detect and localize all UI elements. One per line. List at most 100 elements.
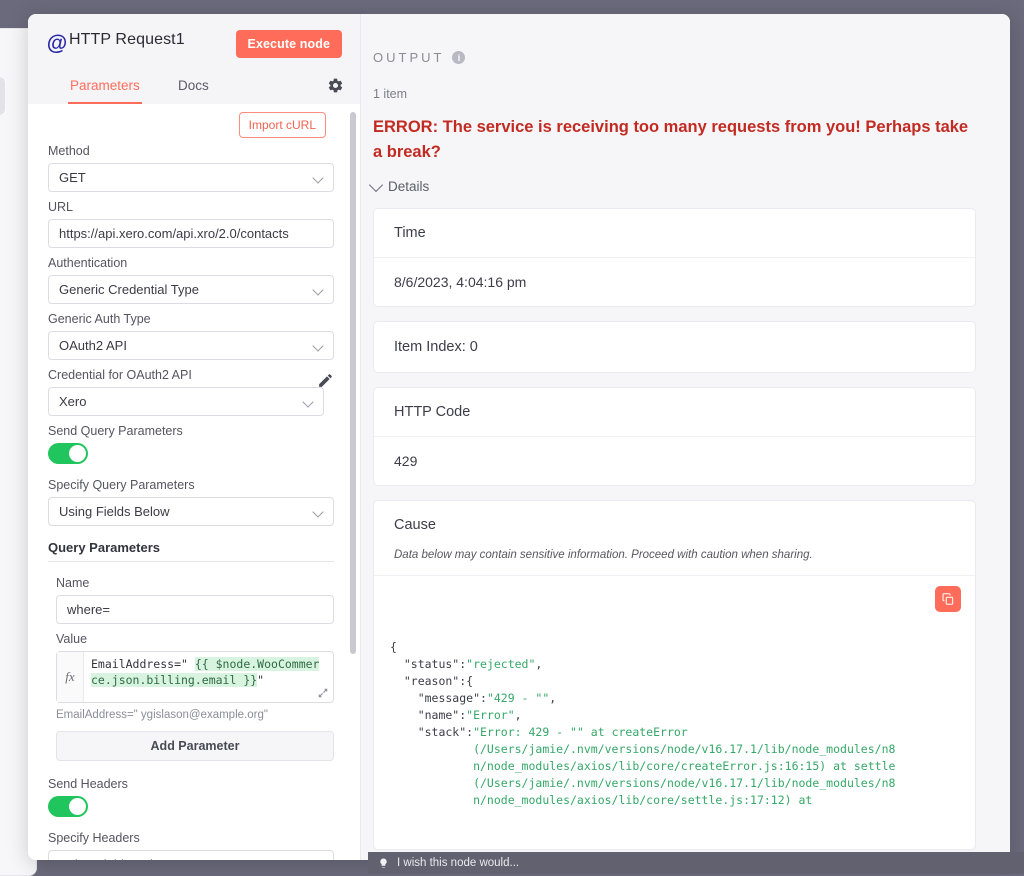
expr-part-plain-2: " [257, 673, 265, 687]
card-cause-header: Cause [394, 517, 436, 533]
generic-auth-type-value: OAuth2 API [59, 338, 127, 353]
field-generic-auth-type: Generic Auth Type OAuth2 API [28, 312, 354, 360]
item-count: 1 item [373, 87, 408, 101]
field-credential: Credential for OAuth2 API Xero [28, 368, 354, 416]
add-parameter-button[interactable]: Add Parameter [56, 731, 334, 761]
authentication-value: Generic Credential Type [59, 282, 199, 297]
output-header: OUTPUT i [361, 14, 1010, 65]
credential-select[interactable]: Xero [48, 387, 324, 416]
field-method: Method GET [28, 144, 354, 192]
expand-icon[interactable] [317, 687, 329, 699]
label-send-headers: Send Headers [48, 777, 128, 791]
card-time-value: 8/6/2023, 4:04:16 pm [374, 257, 975, 306]
hint-bar[interactable]: I wish this node would... [368, 852, 1024, 874]
card-http-code: HTTP Code 429 [373, 387, 976, 486]
code-line: "status":"rejected", [390, 657, 543, 671]
url-input[interactable]: https://api.xero.com/api.xro/2.0/contact… [48, 219, 334, 248]
execute-node-button[interactable]: Execute node [235, 30, 342, 58]
cause-json-code[interactable]: { "status":"rejected", "reason":{ "messa… [374, 575, 975, 849]
code-line: { [390, 640, 397, 654]
tab-bar: Parameters Docs [28, 70, 360, 105]
label-generic-auth-type: Generic Auth Type [48, 312, 151, 326]
label-authentication: Authentication [48, 256, 128, 270]
param-value-expression-editor[interactable]: fx EmailAddress=" {{ $node.WooCommerce.j… [56, 651, 334, 703]
toggle-knob [69, 445, 86, 462]
param-name-input[interactable]: where= [56, 595, 334, 624]
import-curl-button[interactable]: Import cURL [238, 112, 326, 138]
specify-query-parameters-select[interactable]: Using Fields Below [48, 497, 334, 526]
output-panel: OUTPUT i 1 item ERROR: The service is re… [361, 14, 1010, 860]
card-cause: Cause Data below may contain sensitive i… [373, 500, 976, 850]
query-parameters-heading: Query Parameters [48, 540, 161, 555]
query-parameters-section-header: Query Parameters [28, 540, 354, 555]
label-specify-query-parameters: Specify Query Parameters [48, 478, 195, 492]
field-param-name: Name where= [28, 576, 354, 624]
label-credential: Credential for OAuth2 API [48, 368, 192, 382]
hint-text: I wish this node would... [397, 857, 520, 869]
at-sign-icon: @ [46, 31, 68, 55]
specify-headers-select[interactable]: Using Fields Below [48, 850, 334, 860]
method-value: GET [59, 170, 86, 185]
field-url: URL https://api.xero.com/api.xro/2.0/con… [28, 200, 354, 248]
generic-auth-type-select[interactable]: OAuth2 API [48, 331, 334, 360]
details-label: Details [388, 179, 430, 194]
code-line: n/node_modules/axios/lib/core/createErro… [390, 759, 896, 773]
code-line: n/node_modules/axios/lib/core/settle.js:… [390, 793, 813, 807]
field-param-value: Value fx EmailAddress=" {{ $node.WooComm… [28, 632, 354, 721]
specify-query-parameters-value: Using Fields Below [59, 504, 170, 519]
pencil-icon[interactable] [317, 372, 334, 389]
field-specify-query-parameters: Specify Query Parameters Using Fields Be… [28, 478, 354, 526]
details-toggle[interactable]: Details [361, 165, 1010, 194]
code-line: "stack":"Error: 429 - "" at createError [390, 725, 688, 739]
gear-icon[interactable] [327, 77, 344, 94]
page-title: HTTP Request1 [69, 31, 185, 48]
parameters-scroll-area[interactable]: Import cURL Method GET URL https://api.x… [28, 104, 360, 860]
copy-icon[interactable] [935, 586, 961, 612]
expr-part-plain-0: EmailAddress=" [91, 657, 195, 671]
parameters-list: Import cURL Method GET URL https://api.x… [28, 104, 354, 860]
chevron-down-icon [368, 177, 384, 192]
card-http-code-value: 429 [374, 436, 975, 485]
card-item-index-value: Item Index: 0 [394, 339, 478, 355]
code-line: "message":"429 - "", [390, 691, 557, 705]
specify-headers-value: Using Fields Below [59, 857, 170, 860]
label-param-name: Name [56, 576, 90, 590]
field-authentication: Authentication Generic Credential Type [28, 256, 354, 304]
tab-docs[interactable]: Docs [178, 78, 209, 93]
code-line: (/Users/jamie/.nvm/versions/node/v16.17.… [390, 776, 896, 790]
credential-value: Xero [59, 394, 87, 409]
code-line: "name":"Error", [390, 708, 522, 722]
card-http-code-header: HTTP Code [394, 404, 471, 420]
expression-code[interactable]: EmailAddress=" {{ $node.WooCommerce.json… [84, 652, 333, 702]
card-cause-note: Data below may contain sensitive informa… [394, 549, 813, 561]
authentication-select[interactable]: Generic Credential Type [48, 275, 334, 304]
tab-parameters[interactable]: Parameters [68, 70, 142, 104]
section-divider [48, 561, 334, 562]
parameters-panel: @ HTTP Request1 Execute node Parameters … [28, 14, 361, 860]
code-lines: { "status":"rejected", "reason":{ "messa… [390, 639, 959, 809]
method-select[interactable]: GET [48, 163, 334, 192]
label-method: Method [48, 144, 90, 158]
field-send-headers: Send Headers [28, 777, 354, 817]
field-specify-headers: Specify Headers Using Fields Below [28, 831, 354, 860]
node-detail-view: @ HTTP Request1 Execute node Parameters … [28, 14, 1010, 860]
card-time: Time 8/6/2023, 4:04:16 pm [373, 208, 976, 307]
field-send-query-parameters: Send Query Parameters [28, 424, 354, 464]
url-value: https://api.xero.com/api.xro/2.0/contact… [59, 226, 289, 241]
label-specify-headers: Specify Headers [48, 831, 140, 845]
param-name-value: where= [67, 602, 110, 617]
card-time-header: Time [394, 225, 426, 241]
info-icon[interactable]: i [452, 51, 466, 64]
parameters-scrollbar[interactable] [350, 112, 356, 654]
error-message: ERROR: The service is receiving too many… [373, 118, 969, 161]
output-title: OUTPUT [373, 50, 445, 65]
input-placeholder-box [0, 77, 5, 115]
label-param-value: Value [56, 632, 88, 646]
lightbulb-icon [378, 857, 389, 870]
code-line: "reason":{ [390, 674, 474, 688]
label-url: URL [48, 200, 74, 214]
send-headers-toggle[interactable] [48, 796, 88, 817]
card-item-index: Item Index: 0 [373, 321, 976, 373]
send-query-parameters-toggle[interactable] [48, 443, 88, 464]
